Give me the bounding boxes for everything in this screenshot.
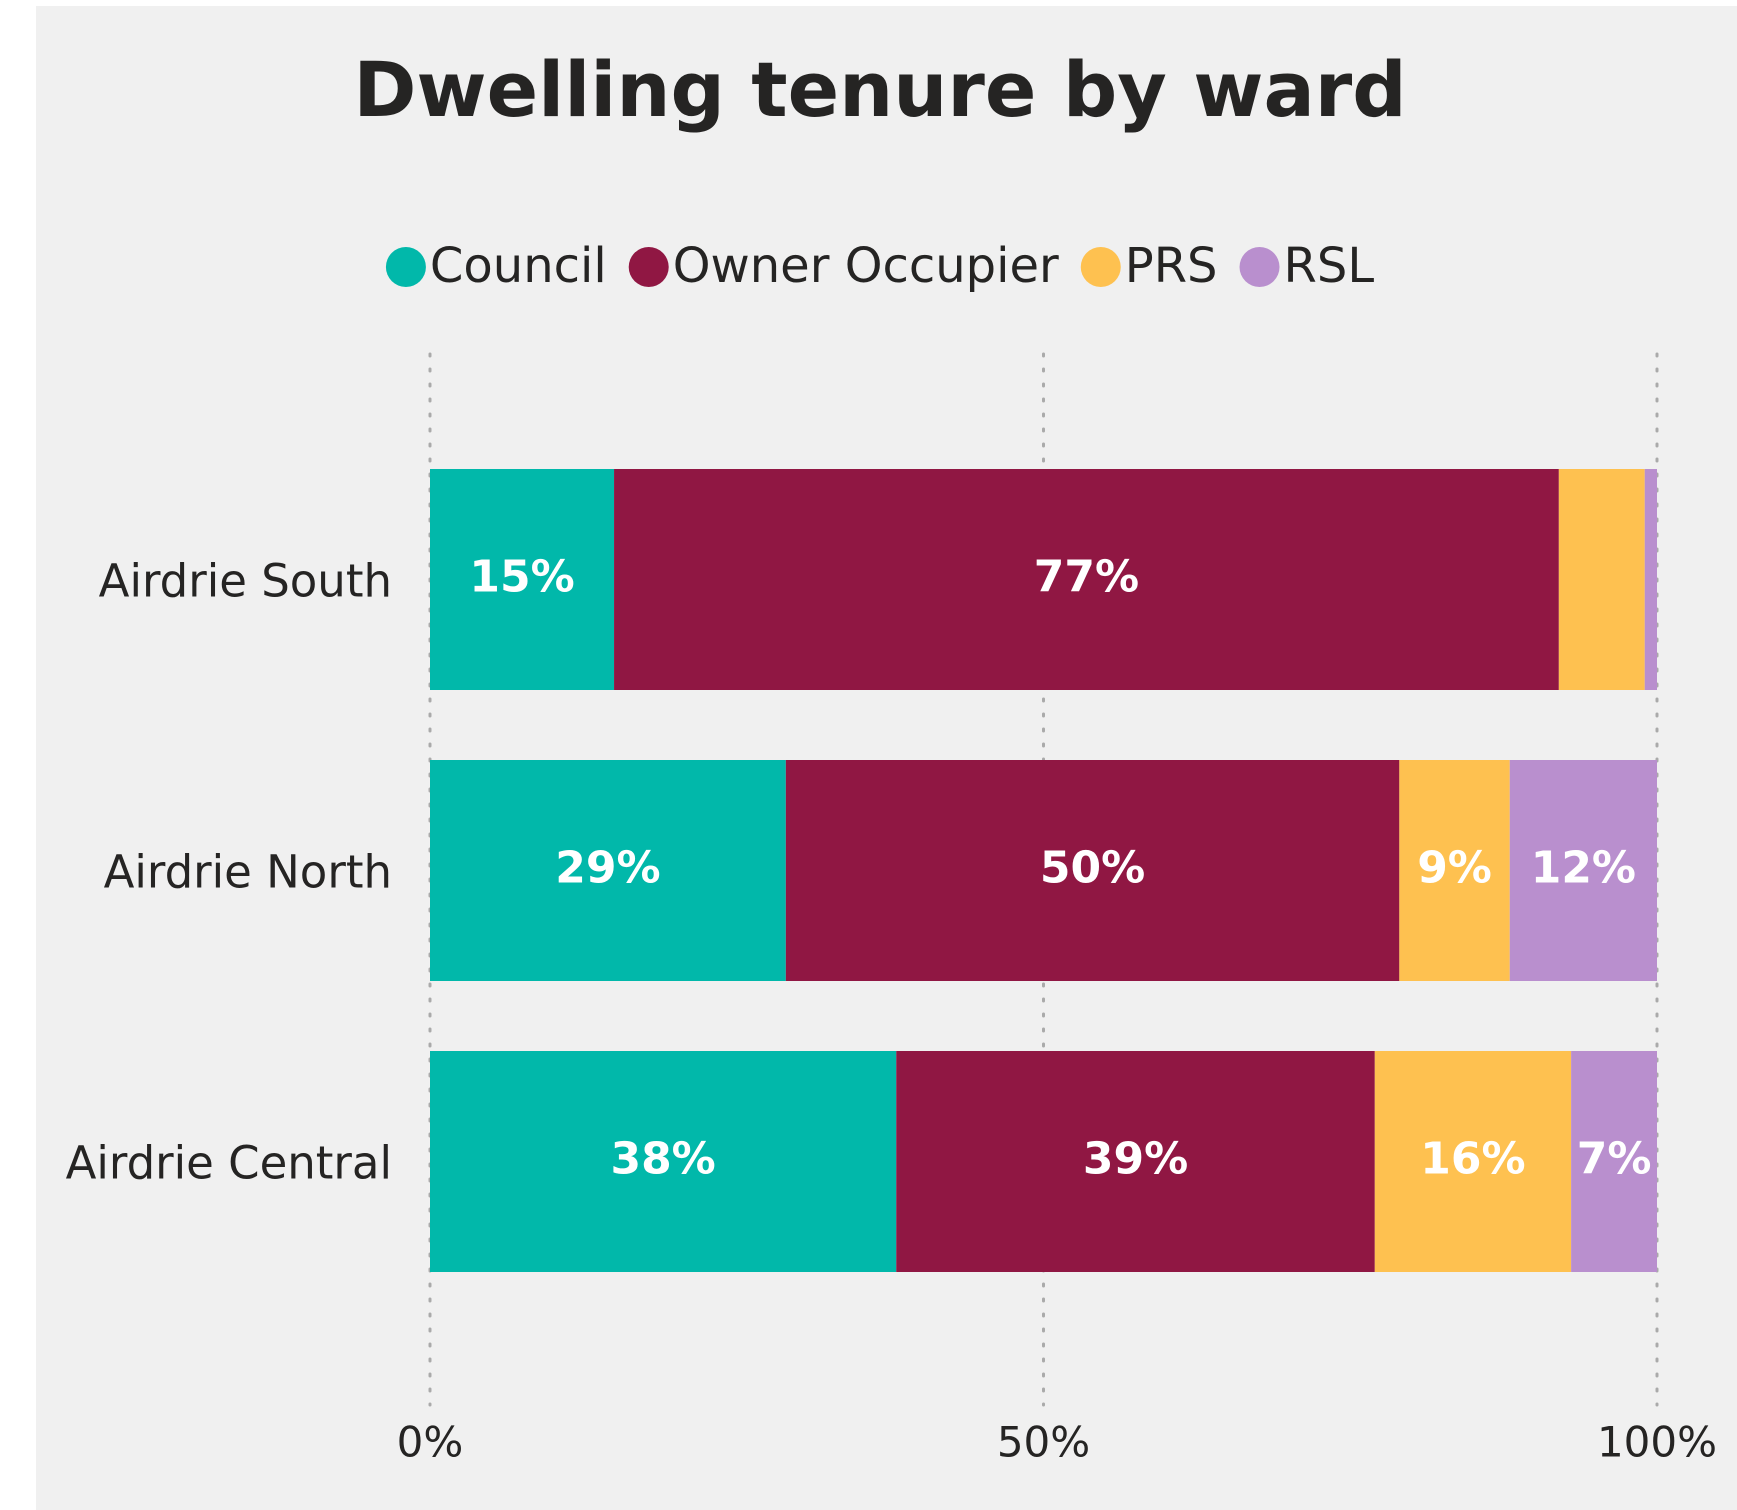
data-label: 38% xyxy=(610,1134,715,1185)
legend-label: RSL xyxy=(1284,238,1375,294)
bar-segment xyxy=(1644,469,1657,690)
bar-segment xyxy=(430,1051,897,1272)
data-label: 29% xyxy=(555,843,660,894)
x-tick-label: 100% xyxy=(1597,1418,1717,1467)
bar-segment xyxy=(1558,469,1645,690)
legend-label: Council xyxy=(430,238,607,294)
data-label: 16% xyxy=(1420,1134,1525,1185)
bar-segment xyxy=(430,760,786,981)
legend-label: Owner Occupier xyxy=(673,238,1059,294)
x-tick-label: 0% xyxy=(397,1418,464,1467)
legend-marker xyxy=(628,247,669,287)
data-label: 12% xyxy=(1531,843,1636,894)
chart-title: Dwelling tenure by ward xyxy=(353,45,1406,134)
bar-segment xyxy=(1509,760,1657,981)
panel-background xyxy=(36,6,1737,1510)
y-tick-label: Airdrie North xyxy=(104,846,392,899)
y-tick-label: Airdrie Central xyxy=(66,1137,392,1190)
data-label: 15% xyxy=(469,552,574,603)
legend-marker xyxy=(385,247,426,287)
x-tick-label: 50% xyxy=(997,1418,1090,1467)
bar-segment xyxy=(1571,1051,1657,1272)
legend-marker xyxy=(1239,247,1280,287)
data-label: 39% xyxy=(1083,1134,1188,1185)
bar-segment xyxy=(614,469,1559,690)
bar-segment xyxy=(430,469,615,690)
data-label: 7% xyxy=(1577,1134,1652,1185)
bar-segment xyxy=(1399,760,1510,981)
legend-label: PRS xyxy=(1125,238,1218,294)
bar-segment xyxy=(785,760,1400,981)
legend-marker xyxy=(1080,247,1121,287)
y-tick-label: Airdrie South xyxy=(99,555,392,608)
data-label: 50% xyxy=(1040,843,1145,894)
bar-segment xyxy=(896,1051,1375,1272)
data-label: 9% xyxy=(1417,843,1492,894)
bar-segment xyxy=(1374,1051,1572,1272)
data-label: 77% xyxy=(1034,552,1139,603)
